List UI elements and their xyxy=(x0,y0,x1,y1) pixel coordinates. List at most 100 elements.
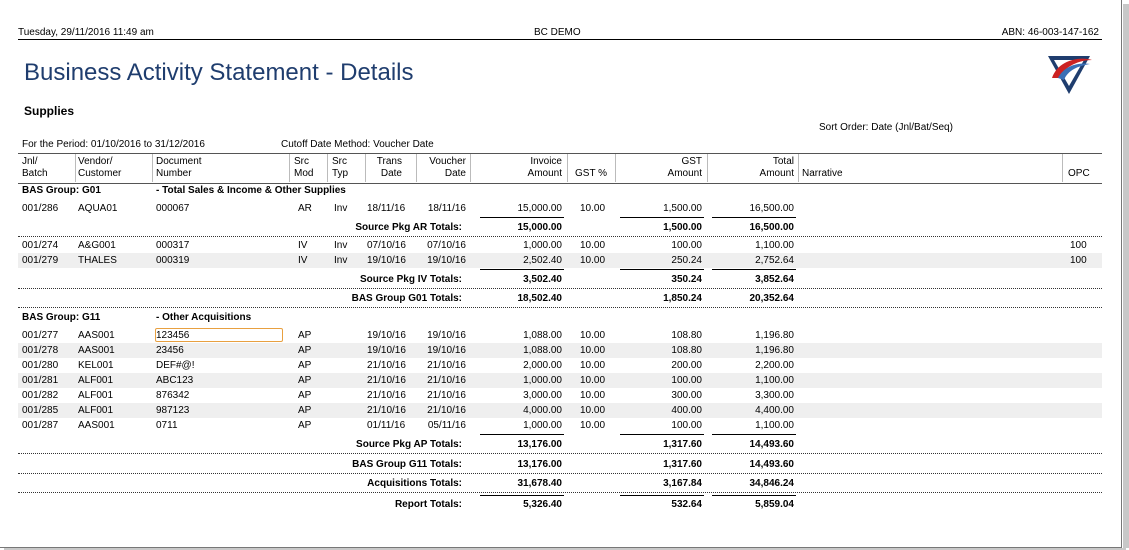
totals-label: Acquisitions Totals: xyxy=(367,478,462,489)
cell-src-typ: Inv xyxy=(334,255,348,266)
cell-invoice-amount: 2,000.00 xyxy=(523,360,562,371)
column-header xyxy=(18,153,1102,184)
col-jnl: Jnl/Batch xyxy=(22,156,48,179)
total-underline xyxy=(480,269,564,270)
col-sep xyxy=(327,154,328,182)
col-total-amount: Total Amount xyxy=(759,156,794,179)
cell-gst-amount: 100.00 xyxy=(671,240,702,251)
total-underline xyxy=(620,269,704,270)
cell-src-mod: IV xyxy=(298,255,308,266)
cell-voucher-date: 07/10/16 xyxy=(427,240,466,251)
cell-trans-date: 21/10/16 xyxy=(367,360,406,371)
row-band xyxy=(18,343,1102,358)
cell-total-amount: 1,100.00 xyxy=(755,375,794,386)
total-underline xyxy=(712,434,796,435)
totals-invoice: 3,502.40 xyxy=(523,274,562,285)
dotted-separator xyxy=(18,288,1102,289)
cell-vendor: KEL001 xyxy=(78,360,114,371)
cell-invoice-amount: 1,000.00 xyxy=(523,420,562,431)
cell-voucher-date: 05/11/16 xyxy=(427,420,466,431)
cell-src-mod: AP xyxy=(298,420,312,431)
cell-document: 23456 xyxy=(156,345,184,356)
section-title: Supplies xyxy=(24,104,75,118)
total-underline xyxy=(712,269,796,270)
col-src-mod: Src Mod xyxy=(294,156,314,179)
cell-total-amount: 2,752.64 xyxy=(755,255,794,266)
cell-src-mod: AP xyxy=(298,375,312,386)
totals-total: 16,500.00 xyxy=(749,222,795,233)
dotted-separator xyxy=(18,307,1102,308)
totals-total: 3,852.64 xyxy=(755,274,794,285)
cell-voucher-date: 19/10/16 xyxy=(427,255,466,266)
cell-src-mod: AR xyxy=(298,203,312,214)
col-sep xyxy=(416,154,417,182)
cell-invoice-amount: 2,502.40 xyxy=(523,255,562,266)
cell-voucher-date: 21/10/16 xyxy=(427,390,466,401)
cell-total-amount: 2,200.00 xyxy=(755,360,794,371)
cell-src-mod: AP xyxy=(298,330,312,341)
col-gst-pct: GST % xyxy=(575,168,608,179)
cell-document: DEF#@! xyxy=(156,360,195,371)
frame-shadow xyxy=(1123,4,1129,548)
cell-invoice-amount: 3,000.00 xyxy=(523,390,562,401)
cell-jnl: 001/278 xyxy=(22,345,59,356)
cell-src-mod: AP xyxy=(298,390,312,401)
cell-vendor: ALF001 xyxy=(78,375,114,386)
col-sep xyxy=(289,154,290,182)
cell-document: 000317 xyxy=(156,240,190,251)
col-invoice-amount: Invoice Amount xyxy=(527,156,562,179)
cell-total-amount: 1,100.00 xyxy=(755,420,794,431)
cell-gst-amount: 1,500.00 xyxy=(663,203,702,214)
period: For the Period: 01/10/2016 to 31/12/2016 xyxy=(22,139,205,150)
totals-total: 20,352.64 xyxy=(749,293,795,304)
col-sep xyxy=(798,154,799,182)
cell-vendor: AAS001 xyxy=(78,420,115,431)
totals-total: 14,493.60 xyxy=(749,439,795,450)
totals-label: BAS Group G11 Totals: xyxy=(352,459,462,470)
col-sep xyxy=(152,154,153,182)
cell-jnl: 001/281 xyxy=(22,375,59,386)
totals-invoice: 18,502.40 xyxy=(517,293,563,304)
totals-invoice: 15,000.00 xyxy=(517,222,563,233)
totals-gst: 1,850.24 xyxy=(663,293,702,304)
col-opc: OPC xyxy=(1068,168,1090,179)
totals-gst: 3,167.84 xyxy=(663,478,702,489)
cell-jnl: 001/279 xyxy=(22,255,59,266)
cell-invoice-amount: 1,000.00 xyxy=(523,375,562,386)
col-sep xyxy=(1062,154,1063,182)
cell-document: 000319 xyxy=(156,255,190,266)
document-number-input[interactable] xyxy=(155,328,283,342)
cell-invoice-amount: 1,000.00 xyxy=(523,240,562,251)
col-src-typ: Src Typ xyxy=(332,156,349,179)
cell-gst-amount: 300.00 xyxy=(671,390,702,401)
cell-gst-pct: 10.00 xyxy=(580,420,606,431)
col-sep xyxy=(567,154,568,182)
cell-trans-date: 19/10/16 xyxy=(367,345,406,356)
totals-total: 14,493.60 xyxy=(749,459,795,470)
sort-order: Sort Order: Date (Jnl/Bat/Seq) xyxy=(819,122,953,133)
totals-invoice: 13,176.00 xyxy=(517,439,563,450)
cell-document: 876342 xyxy=(156,390,190,401)
col-document: Document Number xyxy=(156,156,202,179)
cell-src-typ: Inv xyxy=(334,203,348,214)
group-description: - Total Sales & Income & Other Supplies xyxy=(156,185,346,196)
cell-opc: 100 xyxy=(1070,255,1087,266)
row-band xyxy=(18,373,1102,388)
totals-invoice: 31,678.40 xyxy=(517,478,563,489)
col-sep xyxy=(75,154,76,182)
dotted-separator xyxy=(18,473,1102,474)
cell-total-amount: 16,500.00 xyxy=(749,203,795,214)
cell-jnl: 001/282 xyxy=(22,390,59,401)
totals-gst: 1,317.60 xyxy=(663,439,702,450)
cell-voucher-date: 21/10/16 xyxy=(427,375,466,386)
cell-gst-pct: 10.00 xyxy=(580,255,606,266)
cell-vendor: ALF001 xyxy=(78,405,114,416)
col-vendor: Vendor/Customer xyxy=(78,156,122,179)
cell-document: 123456 xyxy=(156,330,190,341)
totals-gst: 1,500.00 xyxy=(663,222,702,233)
cell-gst-amount: 108.80 xyxy=(671,330,702,341)
total-underline xyxy=(480,434,564,435)
cell-vendor: A&G001 xyxy=(78,240,116,251)
total-underline xyxy=(480,495,564,496)
cell-trans-date: 19/10/16 xyxy=(367,255,406,266)
